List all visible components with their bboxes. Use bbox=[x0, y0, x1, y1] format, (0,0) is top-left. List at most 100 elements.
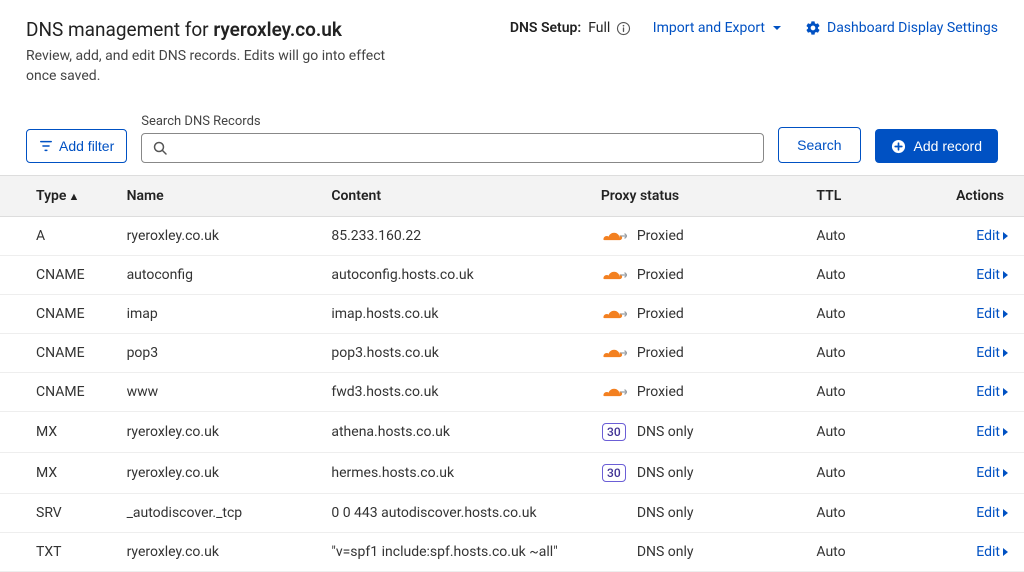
cell-ttl: Auto bbox=[808, 217, 937, 256]
cell-name: _autodiscover._tcp bbox=[119, 494, 324, 533]
cell-actions: Edit bbox=[938, 533, 1024, 572]
cell-actions: Edit bbox=[938, 217, 1024, 256]
proxy-status-text: Proxied bbox=[637, 384, 684, 400]
add-record-label: Add record bbox=[914, 138, 982, 154]
cell-name: imap bbox=[119, 295, 324, 334]
edit-link[interactable]: Edit bbox=[976, 465, 1010, 481]
import-export-link[interactable]: Import and Export bbox=[653, 20, 783, 36]
cell-proxy: Proxied bbox=[593, 334, 809, 373]
title-prefix: DNS management for bbox=[26, 18, 213, 41]
add-filter-button[interactable]: Add filter bbox=[26, 129, 127, 163]
edit-link[interactable]: Edit bbox=[976, 228, 1010, 244]
priority-badge: 30 bbox=[601, 464, 627, 482]
cell-ttl: Auto bbox=[808, 295, 937, 334]
cell-content: pop3.hosts.co.uk bbox=[323, 334, 592, 373]
dns-setup-label: DNS Setup: bbox=[510, 20, 581, 36]
edit-link[interactable]: Edit bbox=[976, 384, 1010, 400]
table-row: SRV_autodiscover._tcp0 0 443 autodiscove… bbox=[0, 494, 1024, 533]
search-button[interactable]: Search bbox=[778, 127, 860, 163]
dashboard-settings-link[interactable]: Dashboard Display Settings bbox=[805, 20, 998, 36]
cell-type: CNAME bbox=[0, 295, 119, 334]
proxy-status-text: DNS only bbox=[637, 505, 694, 521]
cell-proxy: Proxied bbox=[593, 373, 809, 412]
edit-link[interactable]: Edit bbox=[976, 267, 1010, 283]
cell-proxy: 30 DNS only bbox=[593, 412, 809, 453]
caret-down-icon bbox=[771, 22, 783, 34]
edit-label: Edit bbox=[976, 465, 1000, 481]
edit-link[interactable]: Edit bbox=[976, 505, 1010, 521]
cell-name: autoconfig bbox=[119, 256, 324, 295]
col-header-content[interactable]: Content bbox=[323, 176, 592, 217]
edit-link[interactable]: Edit bbox=[976, 544, 1010, 560]
col-header-proxy[interactable]: Proxy status bbox=[593, 176, 809, 217]
cell-proxy: Proxied bbox=[593, 295, 809, 334]
proxied-cloud-icon bbox=[601, 267, 627, 283]
dashboard-settings-label: Dashboard Display Settings bbox=[827, 20, 998, 36]
table-row: TXTryeroxley.co.uk"v=spf1 include:spf.ho… bbox=[0, 533, 1024, 572]
cell-actions: Edit bbox=[938, 373, 1024, 412]
import-export-label: Import and Export bbox=[653, 20, 765, 36]
cell-type: CNAME bbox=[0, 256, 119, 295]
proxy-status-text: Proxied bbox=[637, 267, 684, 283]
cell-proxy: Proxied bbox=[593, 256, 809, 295]
cell-name: ryeroxley.co.uk bbox=[119, 533, 324, 572]
proxied-cloud-icon bbox=[601, 228, 627, 244]
dns-setup-status: DNS Setup: Full bbox=[510, 20, 631, 36]
cell-name: www bbox=[119, 373, 324, 412]
info-icon[interactable] bbox=[616, 21, 631, 36]
filter-icon bbox=[39, 139, 53, 153]
proxy-status-text: Proxied bbox=[637, 345, 684, 361]
cell-type: MX bbox=[0, 453, 119, 494]
cell-content: hermes.hosts.co.uk bbox=[323, 453, 592, 494]
cell-type: TXT bbox=[0, 533, 119, 572]
cell-content: "v=spf1 include:spf.hosts.co.uk ~all" bbox=[323, 533, 592, 572]
table-row: Aryeroxley.co.uk85.233.160.22ProxiedAuto… bbox=[0, 217, 1024, 256]
cell-name: pop3 bbox=[119, 334, 324, 373]
title-domain: ryeroxley.co.uk bbox=[213, 18, 342, 41]
edit-link[interactable]: Edit bbox=[976, 306, 1010, 322]
cell-proxy: Proxied bbox=[593, 217, 809, 256]
col-header-ttl[interactable]: TTL bbox=[808, 176, 937, 217]
page-subtitle: Review, add, and edit DNS records. Edits… bbox=[26, 47, 396, 86]
col-header-type[interactable]: Type▲ bbox=[0, 176, 119, 217]
cell-actions: Edit bbox=[938, 453, 1024, 494]
priority-badge: 30 bbox=[601, 423, 627, 441]
edit-label: Edit bbox=[976, 505, 1000, 521]
proxy-status-text: Proxied bbox=[637, 306, 684, 322]
search-label: Search DNS Records bbox=[141, 114, 764, 129]
edit-label: Edit bbox=[976, 424, 1000, 440]
cell-proxy: DNS only bbox=[593, 533, 809, 572]
add-filter-label: Add filter bbox=[59, 138, 114, 154]
cell-content: 0 0 443 autodiscover.hosts.co.uk bbox=[323, 494, 592, 533]
col-header-name[interactable]: Name bbox=[119, 176, 324, 217]
table-row: MXryeroxley.co.ukhermes.hosts.co.uk30DNS… bbox=[0, 453, 1024, 494]
edit-label: Edit bbox=[976, 306, 1000, 322]
cell-proxy: DNS only bbox=[593, 494, 809, 533]
table-row: CNAMEautoconfigautoconfig.hosts.co.uk Pro… bbox=[0, 256, 1024, 295]
edit-link[interactable]: Edit bbox=[976, 345, 1010, 361]
cell-content: 85.233.160.22 bbox=[323, 217, 592, 256]
add-record-button[interactable]: Add record bbox=[875, 129, 998, 163]
search-input-wrap[interactable] bbox=[141, 133, 764, 163]
cell-actions: Edit bbox=[938, 256, 1024, 295]
search-input[interactable] bbox=[176, 140, 753, 156]
cell-type: CNAME bbox=[0, 373, 119, 412]
proxy-status-text: Proxied bbox=[637, 228, 684, 244]
edit-label: Edit bbox=[976, 345, 1000, 361]
table-row: CNAMEimapimap.hosts.co.ukProxiedAutoEdit bbox=[0, 295, 1024, 334]
cell-type: A bbox=[0, 217, 119, 256]
cell-type: MX bbox=[0, 412, 119, 453]
edit-link[interactable]: Edit bbox=[976, 424, 1010, 440]
cell-ttl: Auto bbox=[808, 334, 937, 373]
search-icon bbox=[152, 140, 168, 156]
cell-content: autoconfig.hosts.co.uk bbox=[323, 256, 592, 295]
proxy-status-text: DNS only bbox=[637, 465, 694, 481]
cell-actions: Edit bbox=[938, 295, 1024, 334]
cell-ttl: Auto bbox=[808, 533, 937, 572]
cell-name: ryeroxley.co.uk bbox=[119, 412, 324, 453]
edit-label: Edit bbox=[976, 544, 1000, 560]
proxy-status-text: DNS only bbox=[637, 424, 694, 440]
sort-up-icon: ▲ bbox=[68, 190, 79, 203]
table-row: MXryeroxley.co.ukathena.hosts.co.uk30DNS… bbox=[0, 412, 1024, 453]
cell-ttl: Auto bbox=[808, 373, 937, 412]
